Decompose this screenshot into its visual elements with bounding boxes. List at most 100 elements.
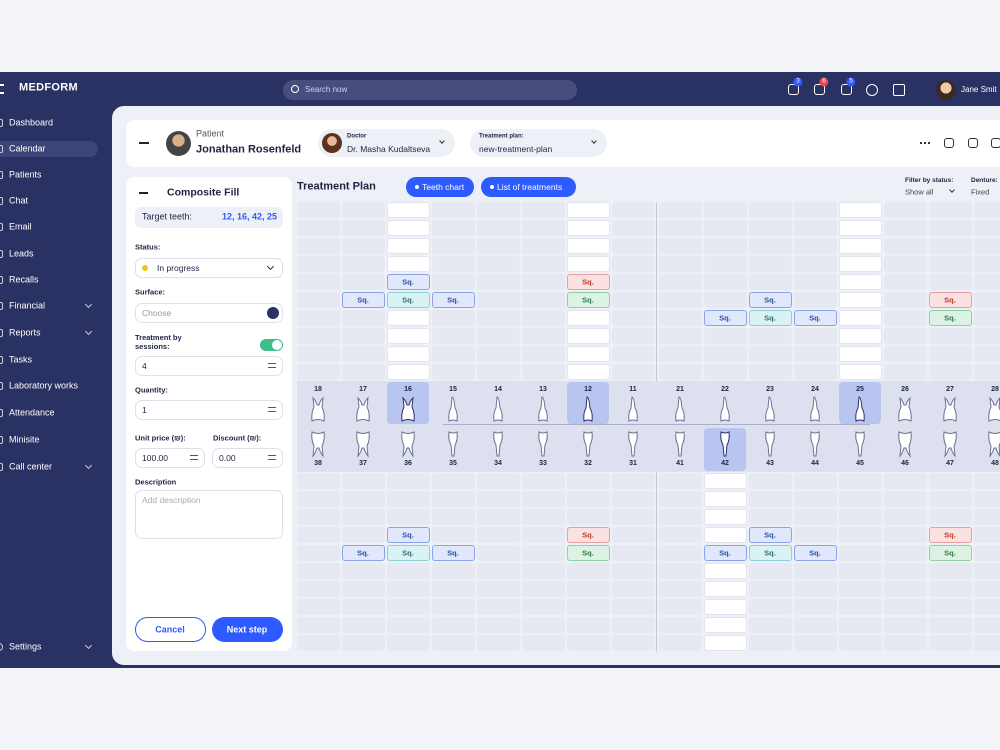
cell[interactable] — [476, 473, 520, 489]
treatment-cell[interactable] — [566, 545, 610, 561]
cell[interactable] — [703, 292, 747, 308]
treatment-cell[interactable] — [386, 292, 430, 308]
cell[interactable] — [296, 202, 340, 218]
cell[interactable] — [748, 220, 792, 236]
cell[interactable] — [793, 509, 837, 525]
treatment-cell[interactable] — [341, 292, 385, 308]
cell[interactable] — [793, 274, 837, 290]
cell[interactable] — [341, 328, 385, 344]
cell[interactable] — [748, 238, 792, 254]
cell[interactable] — [611, 292, 655, 308]
cell[interactable] — [883, 617, 927, 633]
cell[interactable] — [476, 509, 520, 525]
tooth-icon[interactable] — [895, 430, 915, 458]
cell[interactable] — [611, 238, 655, 254]
cell[interactable] — [341, 220, 385, 236]
treatment-label[interactable]: Sq. — [402, 530, 414, 540]
cell[interactable] — [296, 238, 340, 254]
cell[interactable] — [883, 346, 927, 362]
treatment-label[interactable]: Sq. — [402, 295, 414, 305]
treatment-label[interactable]: Sq. — [764, 548, 776, 558]
cell[interactable] — [703, 256, 747, 272]
cell[interactable] — [973, 364, 1000, 380]
cell[interactable] — [928, 599, 972, 615]
cell[interactable] — [386, 617, 430, 633]
cell[interactable] — [658, 256, 702, 272]
tooth-icon[interactable] — [670, 395, 690, 423]
cell[interactable] — [703, 328, 747, 344]
treatment-cell[interactable] — [793, 310, 837, 326]
cell[interactable] — [296, 274, 340, 290]
treatment-label[interactable]: Sq. — [582, 277, 594, 287]
cell[interactable] — [658, 202, 702, 218]
tooth-number[interactable]: 17 — [359, 385, 367, 393]
cell[interactable] — [476, 491, 520, 507]
cell[interactable] — [973, 581, 1000, 597]
cell[interactable] — [973, 202, 1000, 218]
treatment-cell[interactable] — [566, 527, 610, 543]
cell[interactable] — [658, 364, 702, 380]
cell[interactable] — [611, 364, 655, 380]
cell[interactable] — [296, 545, 340, 561]
cell[interactable] — [658, 238, 702, 254]
selected-cell[interactable] — [566, 238, 610, 254]
cell[interactable] — [611, 274, 655, 290]
cell[interactable] — [431, 581, 475, 597]
tooth-icon[interactable] — [760, 395, 780, 423]
cell[interactable] — [793, 202, 837, 218]
tooth-icon[interactable] — [985, 430, 1000, 458]
cell[interactable] — [476, 292, 520, 308]
cell[interactable] — [431, 328, 475, 344]
cell[interactable] — [341, 256, 385, 272]
cell[interactable] — [521, 599, 565, 615]
toolbar-icon[interactable] — [968, 138, 978, 148]
treatment-cell[interactable] — [386, 545, 430, 561]
input[interactable] — [135, 448, 205, 468]
cell[interactable] — [476, 328, 520, 344]
cell[interactable] — [341, 527, 385, 543]
treatment-label[interactable]: Sq. — [944, 530, 956, 540]
cell[interactable] — [748, 599, 792, 615]
cell[interactable] — [703, 202, 747, 218]
input[interactable] — [135, 303, 283, 323]
cell[interactable] — [658, 599, 702, 615]
cell[interactable] — [973, 635, 1000, 651]
selected-cell[interactable] — [566, 310, 610, 326]
sidebar-item[interactable]: Email — [9, 221, 32, 232]
tooth-number[interactable]: 38 — [314, 459, 322, 467]
cancel-button[interactable] — [135, 617, 206, 642]
cell[interactable] — [521, 292, 565, 308]
tooth-number[interactable]: 44 — [811, 459, 819, 467]
cell[interactable] — [658, 491, 702, 507]
cell[interactable] — [703, 220, 747, 236]
cell[interactable] — [793, 220, 837, 236]
cell[interactable] — [703, 346, 747, 362]
treatment-label[interactable]: Sq. — [764, 530, 776, 540]
cell[interactable] — [611, 617, 655, 633]
cell[interactable] — [521, 364, 565, 380]
cell[interactable] — [703, 238, 747, 254]
cell[interactable] — [431, 256, 475, 272]
cell[interactable] — [341, 617, 385, 633]
treatment-cell[interactable] — [793, 545, 837, 561]
tooth-icon[interactable] — [398, 395, 418, 423]
cell[interactable] — [793, 364, 837, 380]
cell[interactable] — [431, 274, 475, 290]
cell[interactable] — [566, 473, 610, 489]
tooth-icon[interactable] — [805, 395, 825, 423]
tooth-number[interactable]: 24 — [811, 385, 819, 393]
cell[interactable] — [611, 473, 655, 489]
cell[interactable] — [341, 563, 385, 579]
cell[interactable] — [476, 202, 520, 218]
tooth-icon[interactable] — [715, 395, 735, 423]
back-arrow[interactable] — [139, 192, 148, 194]
cell[interactable] — [928, 256, 972, 272]
cell[interactable] — [296, 346, 340, 362]
tooth-icon[interactable] — [443, 430, 463, 458]
cell[interactable] — [883, 364, 927, 380]
selected-cell[interactable] — [566, 328, 610, 344]
cell[interactable] — [838, 617, 882, 633]
selected-cell[interactable] — [703, 509, 747, 525]
tooth-icon[interactable] — [488, 395, 508, 423]
cell[interactable] — [658, 563, 702, 579]
